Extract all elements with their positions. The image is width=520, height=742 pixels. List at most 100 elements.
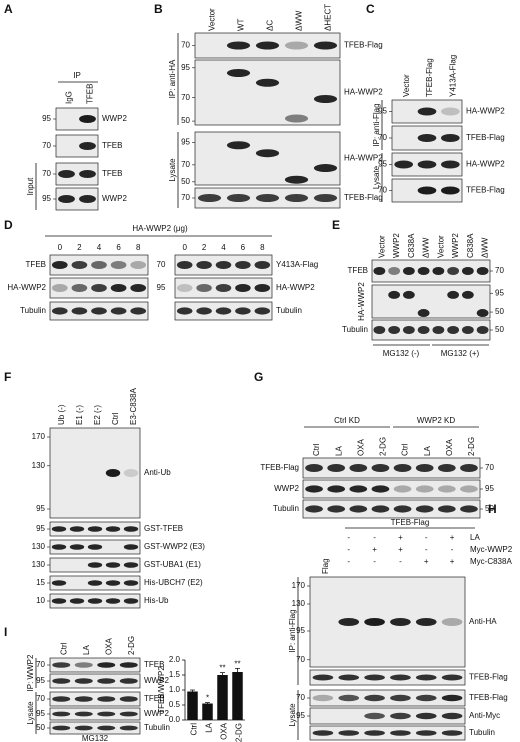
band bbox=[119, 662, 138, 668]
band bbox=[338, 730, 360, 736]
lane-label: Vector bbox=[436, 235, 445, 258]
label: TFEB-Flag bbox=[344, 193, 383, 202]
label: TFEB bbox=[144, 694, 164, 703]
band bbox=[97, 711, 116, 717]
lane-label: Flag bbox=[321, 558, 330, 574]
lane-label: LA bbox=[334, 446, 343, 456]
lane-label: Vector bbox=[377, 235, 386, 258]
marker: 95 bbox=[495, 288, 504, 297]
bar bbox=[217, 675, 228, 720]
marker: 95 bbox=[36, 676, 45, 685]
band bbox=[123, 598, 139, 604]
label: TFEB bbox=[102, 169, 122, 178]
band bbox=[284, 114, 309, 123]
marker: 95 bbox=[42, 114, 51, 123]
band bbox=[87, 544, 103, 550]
x-tick-label: LA bbox=[205, 722, 214, 732]
marker: 70 bbox=[181, 160, 190, 169]
band bbox=[79, 170, 96, 178]
band bbox=[393, 464, 412, 472]
band bbox=[235, 261, 251, 269]
band bbox=[255, 78, 280, 87]
panel-letter: C bbox=[366, 2, 375, 16]
band bbox=[417, 134, 437, 142]
band bbox=[87, 598, 103, 604]
y-tick-label: 1.0 bbox=[169, 685, 181, 694]
axis-title: TFEB/WWP2 bbox=[157, 666, 166, 714]
band bbox=[196, 284, 212, 292]
label: WWP2 bbox=[144, 676, 169, 685]
label: Tubulin bbox=[273, 504, 299, 513]
marker: 95 bbox=[181, 138, 190, 147]
band bbox=[305, 505, 323, 513]
band bbox=[460, 464, 478, 472]
band bbox=[441, 160, 460, 169]
band bbox=[393, 485, 412, 493]
band bbox=[364, 618, 385, 626]
band bbox=[51, 261, 68, 269]
band bbox=[284, 175, 309, 184]
band bbox=[441, 618, 463, 626]
label: HA-WWP2 bbox=[466, 107, 505, 116]
band bbox=[119, 725, 138, 731]
band bbox=[437, 505, 456, 513]
lane-label: C838A bbox=[466, 233, 475, 258]
label: Ctrl KD bbox=[334, 416, 360, 425]
lane-label: Y413A-Flag bbox=[448, 55, 457, 97]
band bbox=[461, 267, 474, 275]
marker: 70 bbox=[42, 169, 51, 178]
band bbox=[364, 674, 385, 681]
panel-letter: A bbox=[4, 2, 13, 16]
label: Tubulin bbox=[469, 728, 495, 737]
band bbox=[402, 267, 415, 275]
label: TFEB-Flag bbox=[466, 186, 505, 195]
marker: 130 bbox=[292, 599, 306, 608]
dose: 6 bbox=[241, 243, 246, 252]
band bbox=[69, 526, 85, 532]
band bbox=[226, 194, 251, 202]
y-tick-label: 0.0 bbox=[169, 715, 181, 724]
band bbox=[52, 678, 71, 684]
band bbox=[176, 261, 193, 269]
label: TFEB bbox=[102, 141, 122, 150]
error-bar bbox=[190, 689, 195, 693]
panel-letter: H bbox=[488, 502, 497, 516]
band bbox=[58, 195, 75, 203]
band bbox=[364, 730, 385, 736]
band bbox=[312, 730, 334, 736]
band bbox=[71, 284, 88, 292]
lane-label: Vector bbox=[402, 74, 411, 97]
label: TFEB-Flag bbox=[466, 133, 505, 142]
label: WWP2 bbox=[144, 709, 169, 718]
band bbox=[51, 598, 67, 604]
band bbox=[312, 674, 334, 681]
band bbox=[91, 307, 107, 315]
label: HA-WWP2 bbox=[357, 282, 366, 321]
band bbox=[373, 326, 386, 334]
label: HA-WWP2 bbox=[344, 88, 383, 97]
band bbox=[52, 696, 71, 702]
band bbox=[312, 694, 334, 702]
band bbox=[417, 107, 437, 116]
marker: 130 bbox=[32, 461, 46, 470]
band bbox=[87, 526, 103, 532]
bar bbox=[187, 691, 198, 720]
dose: 8 bbox=[136, 243, 141, 252]
marker: 70 bbox=[42, 141, 51, 150]
marker: 95 bbox=[36, 524, 45, 533]
sign: - bbox=[347, 533, 350, 542]
marker: 10 bbox=[36, 596, 45, 605]
band bbox=[105, 562, 121, 568]
lane-label: WWP2 bbox=[451, 233, 460, 258]
band bbox=[52, 711, 71, 717]
sign: - bbox=[347, 557, 350, 566]
band bbox=[51, 307, 68, 315]
marker: 50 bbox=[495, 307, 504, 316]
lane-label: E3-C838A bbox=[129, 387, 138, 425]
band bbox=[51, 580, 67, 586]
band bbox=[79, 115, 96, 123]
blot bbox=[309, 689, 466, 707]
band bbox=[349, 485, 368, 493]
error-bar bbox=[235, 668, 240, 676]
lane-label: C838A bbox=[407, 233, 416, 258]
